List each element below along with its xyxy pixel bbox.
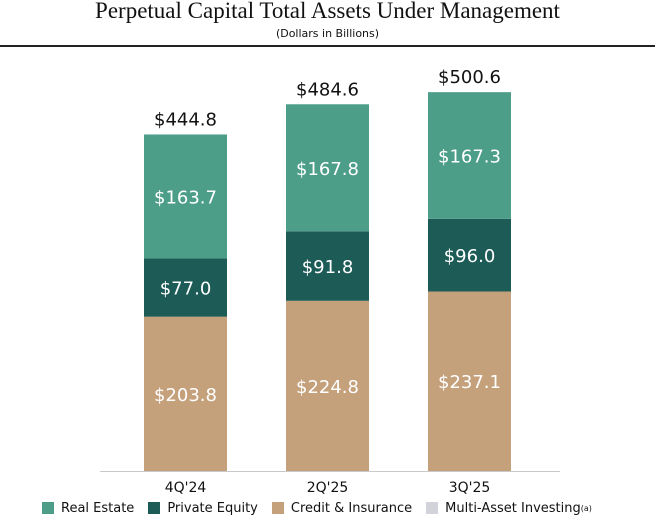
bar-segment-private-equity-2q-25 [286,231,369,301]
legend-item-credit-insurance: Credit & Insurance [271,500,413,516]
data-label-private-equity-2q-25: $91.8 [302,257,354,278]
bar-segment-real-estate-2q-25 [286,104,369,232]
category-label-4q-24: 4Q'24 [165,480,207,496]
legend-swatch-private-equity [148,502,161,514]
data-label-real-estate-2q-25: $167.8 [296,159,359,180]
legend-swatch-multi-asset [426,502,439,514]
data-label-credit-insurance-4q-24: $203.8 [154,385,217,406]
legend-item-real-estate: Real Estate [42,501,134,516]
total-label-3q-25: $500.6 [438,67,501,88]
bar-segment-credit-insurance-4q-24 [144,316,227,471]
chart-legend: Real Estate Private Equity Credit & Insu… [42,497,606,519]
legend-label-private-equity: Private Equity [167,500,258,516]
data-label-private-equity-3q-25: $96.0 [444,246,496,267]
title-divider [0,45,655,47]
total-label-4q-24: $444.8 [154,109,217,130]
data-label-real-estate-4q-24: $163.7 [154,187,217,208]
chart-title: Perpetual Capital Total Assets Under Man… [95,0,560,23]
data-label-credit-insurance-3q-25: $237.1 [438,372,501,393]
legend-swatch-real-estate [42,502,54,514]
legend-item-private-equity: Private Equity [148,501,258,516]
bar-segment-real-estate-3q-25 [428,92,511,219]
legend-label-multi-asset: Multi-Asset Investing [445,500,581,516]
total-label-2q-25: $484.6 [296,79,359,100]
legend-swatch-credit-insurance [271,502,284,514]
bar-segment-credit-insurance-2q-25 [286,300,369,471]
legend-item-multi-asset: Multi-Asset Investing (a) [426,501,592,516]
data-label-real-estate-3q-25: $167.3 [438,146,501,167]
category-label-2q-25: 2Q'25 [307,480,349,496]
bar-segment-real-estate-4q-24 [144,134,227,259]
bar-segment-credit-insurance-3q-25 [428,291,511,471]
chart-subtitle: (Dollars in Billions) [275,27,380,40]
legend-label-credit-insurance: Credit & Insurance [290,500,413,516]
data-label-private-equity-4q-24: $77.0 [160,279,212,300]
legend-footnote-marker: (a) [580,503,592,513]
category-label-3q-25: 3Q'25 [449,480,491,496]
bar-segment-private-equity-4q-24 [144,258,227,317]
legend-label-real-estate: Real Estate [61,500,135,516]
bar-segment-private-equity-3q-25 [428,218,511,292]
data-label-credit-insurance-2q-25: $224.8 [296,377,359,398]
